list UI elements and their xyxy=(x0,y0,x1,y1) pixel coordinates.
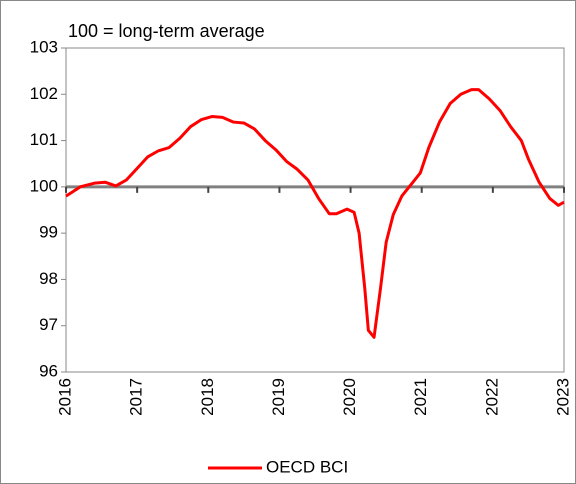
y-tick-label: 102 xyxy=(30,84,58,103)
x-tick-label: 2018 xyxy=(198,378,217,416)
chart-title: 100 = long-term average xyxy=(68,21,265,41)
y-tick-label: 103 xyxy=(30,37,58,56)
x-tick-label: 2021 xyxy=(411,378,430,416)
plot-frame xyxy=(65,47,565,373)
y-tick-label: 97 xyxy=(39,315,58,334)
legend-label: OECD BCI xyxy=(266,457,348,476)
y-tick-label: 101 xyxy=(30,130,58,149)
x-tick-label: 2022 xyxy=(482,378,501,416)
y-tick-label: 99 xyxy=(39,223,58,242)
x-tick-label: 2016 xyxy=(55,378,74,416)
x-tick-label: 2020 xyxy=(340,378,359,416)
x-tick-label: 2017 xyxy=(127,378,146,416)
y-tick-label: 98 xyxy=(39,269,58,288)
data-line xyxy=(65,88,565,339)
y-tick-label: 100 xyxy=(30,176,58,195)
x-tick-label: 2023 xyxy=(553,378,572,416)
y-tick-label: 96 xyxy=(39,361,58,380)
x-tick-label: 2019 xyxy=(269,378,288,416)
